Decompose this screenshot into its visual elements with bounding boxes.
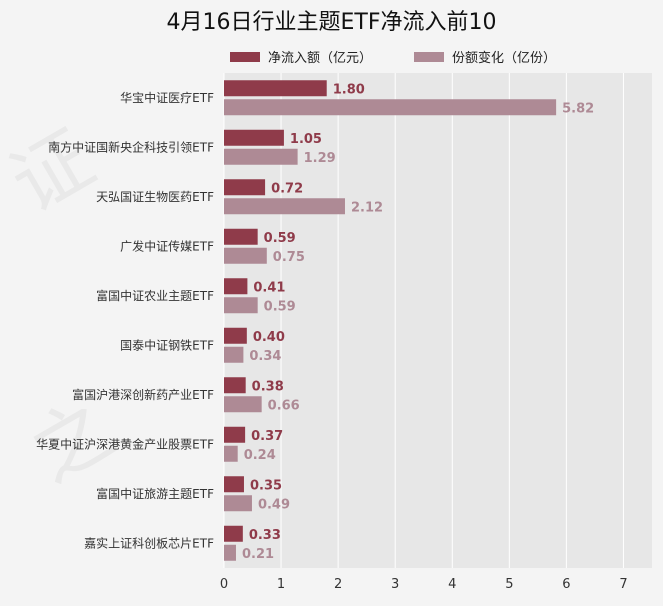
data-label: 5.82 — [562, 101, 594, 116]
data-label: 0.34 — [249, 349, 281, 364]
bar — [224, 278, 248, 295]
bar — [224, 426, 246, 443]
legend-swatch-share — [414, 51, 445, 62]
data-label: 0.75 — [273, 250, 305, 265]
category-label: 富国中证旅游主题ETF — [96, 486, 214, 501]
legend-label-inflow: 净流入额（亿元） — [268, 51, 373, 66]
bar — [224, 198, 345, 215]
category-label: 南方中证国新央企科技引领ETF — [48, 139, 214, 154]
bar — [224, 297, 258, 314]
bar — [224, 346, 244, 363]
bar — [224, 228, 258, 245]
data-label: 0.59 — [264, 231, 296, 246]
data-label: 0.40 — [253, 330, 285, 345]
legend-item-share: 份额变化（亿份） — [414, 47, 556, 66]
category-label: 富国沪港深创新药产业ETF — [72, 387, 214, 402]
bar — [224, 327, 247, 344]
bar — [224, 80, 327, 97]
data-label: 0.59 — [264, 299, 296, 314]
category-label: 富国中证农业主题ETF — [96, 288, 214, 303]
bar — [224, 99, 557, 116]
x-tick-label: 4 — [448, 577, 456, 592]
data-label: 1.80 — [333, 82, 365, 97]
x-tick-label: 1 — [277, 577, 285, 592]
bar — [224, 445, 238, 462]
category-label: 广发中证传媒ETF — [120, 238, 214, 253]
legend: 净流入额（亿元） 份额变化（亿份） — [230, 47, 598, 66]
category-label: 嘉实上证科创板芯片ETF — [84, 535, 214, 550]
data-label: 2.12 — [351, 200, 383, 215]
category-label: 华宝中证医疗ETF — [120, 90, 214, 105]
bar — [224, 148, 298, 165]
data-label: 0.21 — [242, 547, 274, 562]
bar — [224, 495, 252, 512]
data-label: 0.35 — [250, 478, 282, 493]
data-label: 0.66 — [268, 398, 300, 413]
chart-title: 4月16日行业主题ETF净流入前10 — [166, 10, 497, 35]
data-label: 1.05 — [290, 132, 322, 147]
data-label: 0.37 — [251, 429, 283, 444]
category-label: 天弘国证生物医药ETF — [96, 190, 214, 204]
bar — [224, 525, 243, 542]
data-label: 0.41 — [253, 280, 285, 295]
category-label: 国泰中证钢铁ETF — [120, 337, 214, 352]
bar — [224, 247, 267, 264]
x-tick-label: 7 — [619, 577, 627, 592]
plot-area — [224, 73, 652, 568]
category-label: 华夏中证沪深港黄金产业股票ETF — [36, 436, 214, 451]
x-tick-label: 5 — [505, 577, 513, 592]
data-label: 0.24 — [244, 448, 276, 463]
legend-item-inflow: 净流入额（亿元） — [230, 47, 372, 66]
x-tick-label: 3 — [391, 577, 399, 592]
data-label: 1.29 — [304, 151, 336, 166]
x-tick-label: 6 — [562, 577, 570, 592]
x-tick-label: 2 — [334, 577, 342, 592]
bar — [224, 129, 284, 146]
legend-swatch-inflow — [230, 51, 260, 62]
data-label: 0.33 — [249, 528, 281, 543]
legend-label-share: 份额变化（亿份） — [452, 51, 557, 66]
bar — [224, 544, 236, 561]
bar — [224, 179, 266, 196]
x-tick-label: 0 — [220, 577, 228, 592]
bar — [224, 377, 246, 394]
data-label: 0.49 — [258, 497, 290, 512]
bar — [224, 396, 262, 413]
data-label: 0.38 — [252, 379, 284, 394]
data-label: 0.72 — [271, 181, 303, 196]
bar — [224, 476, 244, 493]
